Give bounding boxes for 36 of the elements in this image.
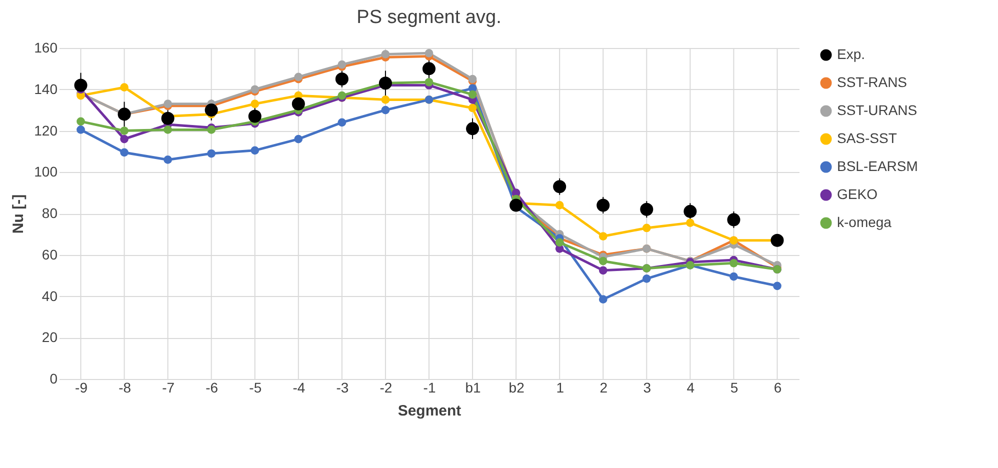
x-tick-label: -7	[162, 380, 175, 396]
y-tick-label: 60	[42, 246, 58, 262]
y-tick-label: 120	[34, 122, 58, 138]
y-tick-label: 160	[34, 40, 58, 56]
chart-title: PS segment avg.	[356, 7, 502, 28]
x-axis-title: Segment	[398, 402, 462, 420]
y-tick-label: 0	[50, 370, 58, 386]
x-tick-label: b2	[508, 380, 525, 396]
x-tick-label: b1	[465, 380, 482, 396]
legend-label: SAS-SST	[837, 130, 898, 146]
x-tick-label: 2	[600, 380, 608, 396]
x-tick-label: 3	[643, 380, 652, 396]
legend-label: GEKO	[837, 186, 878, 202]
y-tick-label: 40	[42, 288, 58, 304]
x-tick-label: 1	[556, 380, 564, 396]
x-tick-label: 4	[686, 380, 695, 396]
x-tick-label: 6	[774, 380, 782, 396]
legend-label: k-omega	[837, 214, 892, 230]
y-tick-label: 140	[34, 80, 58, 97]
legend-label: SST-URANS	[837, 102, 918, 118]
legend-label: BSL-EARSM	[837, 158, 918, 174]
x-tick-label: -4	[292, 380, 306, 396]
x-tick-label: -8	[118, 380, 132, 396]
x-tick-label: 5	[730, 380, 738, 396]
x-tick-label: -5	[249, 380, 262, 396]
x-tick-label: -9	[75, 380, 88, 396]
x-tick-label: -1	[423, 380, 436, 396]
y-tick-label: 80	[42, 205, 58, 221]
x-tick-label: -2	[380, 380, 392, 396]
legend-label: SST-RANS	[837, 74, 908, 90]
x-tick-label: -6	[206, 380, 218, 396]
y-tick-label: 100	[34, 164, 58, 180]
y-axis-title: Nu [-]	[10, 194, 28, 234]
y-tick-label: 20	[42, 329, 58, 346]
legend-label: Exp.	[837, 46, 866, 62]
x-tick-label: -3	[336, 380, 349, 396]
